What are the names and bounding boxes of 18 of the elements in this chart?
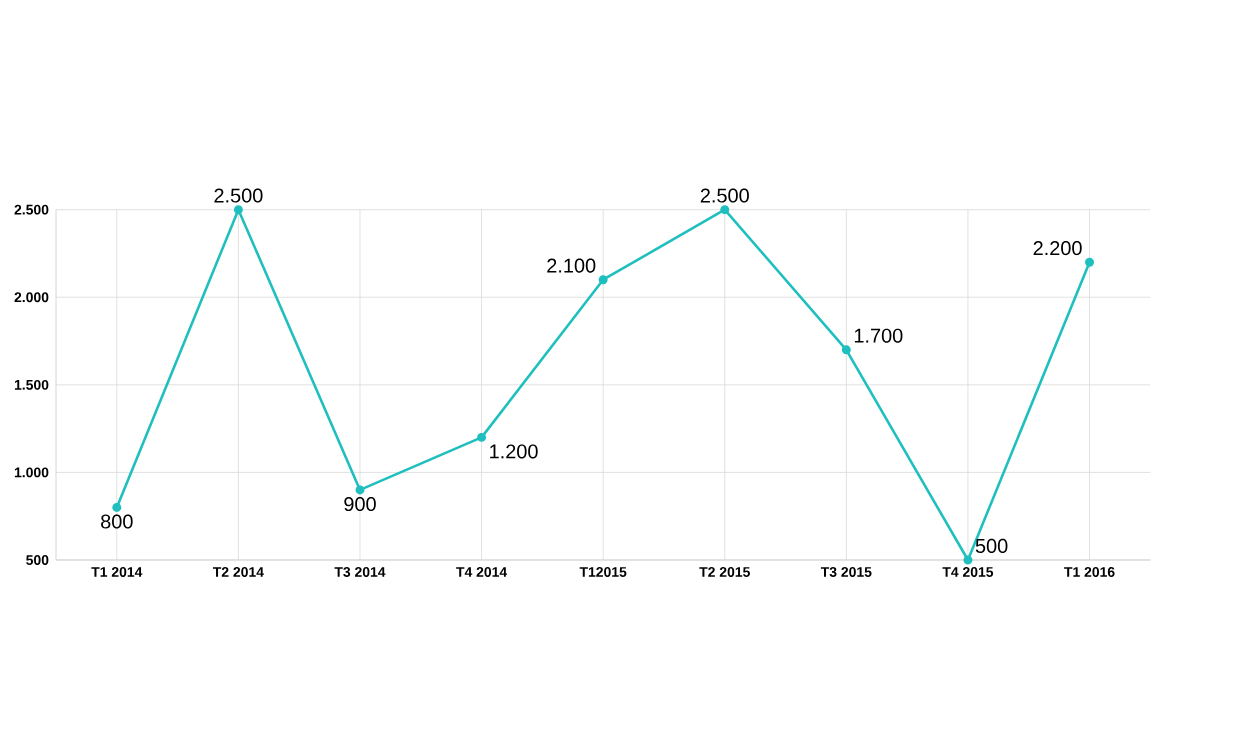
point (963, 555, 973, 565)
point (233, 205, 243, 215)
data-label: 1.200 (490, 444, 538, 459)
point (720, 205, 730, 215)
data-label: 500 (975, 538, 1008, 553)
point (477, 432, 487, 442)
point (112, 502, 122, 512)
data-label: 800 (101, 514, 133, 529)
point (355, 485, 365, 495)
data-label: 1.700 (854, 328, 903, 343)
point (841, 345, 851, 355)
data-label: 2.100 (547, 258, 596, 273)
data-label: 2.500 (700, 188, 749, 203)
data-label: 2.200 (1033, 241, 1082, 256)
point (598, 275, 608, 285)
point (1085, 257, 1095, 267)
data-label: 900 (344, 496, 376, 512)
data-label: 2.500 (214, 188, 263, 203)
